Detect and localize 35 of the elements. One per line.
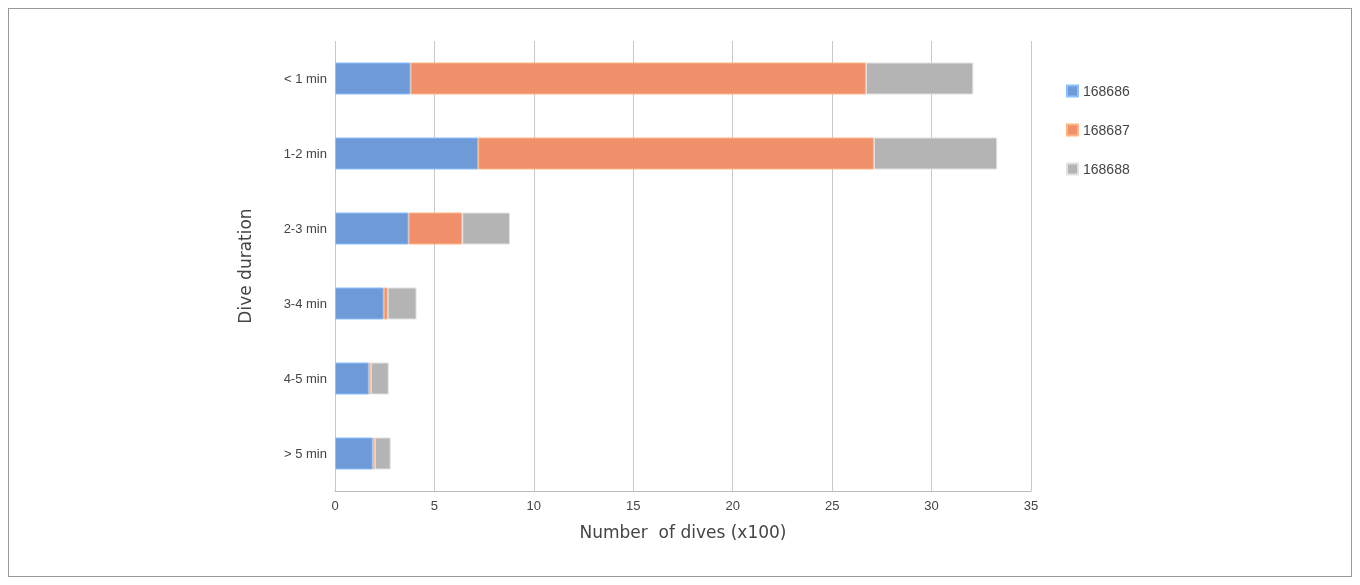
y-axis-title: Dive duration: [234, 208, 255, 324]
bar: [478, 137, 874, 170]
legend-label: 168687: [1083, 122, 1130, 138]
bar: [335, 362, 369, 395]
bar: [335, 62, 411, 95]
x-tick-label: 30: [924, 498, 939, 513]
bar: [387, 287, 417, 320]
y-tick-label: 3-4 min: [283, 296, 327, 311]
bar: [873, 137, 998, 170]
x-tick-label: 10: [526, 498, 542, 513]
x-tick-label: 20: [725, 498, 740, 513]
legend-label: 168688: [1083, 161, 1130, 177]
y-tick-label: 2-3 min: [283, 221, 327, 236]
y-tick-label: > 5 min: [284, 446, 327, 461]
bar: [370, 362, 389, 395]
x-tick-label: 15: [626, 498, 641, 513]
bar: [374, 437, 391, 470]
x-tick-label: 0: [331, 498, 339, 513]
x-tick-label: 5: [430, 498, 439, 513]
bar: [865, 62, 974, 95]
x-tick-label: 25: [824, 498, 840, 513]
x-tick-label: 35: [1023, 498, 1039, 513]
x-axis-title: Number of dives (x100): [579, 521, 787, 542]
bar: [335, 437, 373, 470]
bar: [462, 212, 510, 245]
legend-label: 168686: [1083, 83, 1130, 99]
bar: [335, 137, 479, 170]
bar: [335, 287, 384, 320]
bar: [408, 212, 463, 245]
y-tick-label: 4-5 min: [283, 371, 327, 386]
bar: [383, 287, 388, 320]
y-tick-label: < 1 min: [284, 71, 327, 86]
bar: [335, 212, 409, 245]
y-tick-label: 1-2 min: [283, 146, 327, 161]
bar: [410, 62, 866, 95]
